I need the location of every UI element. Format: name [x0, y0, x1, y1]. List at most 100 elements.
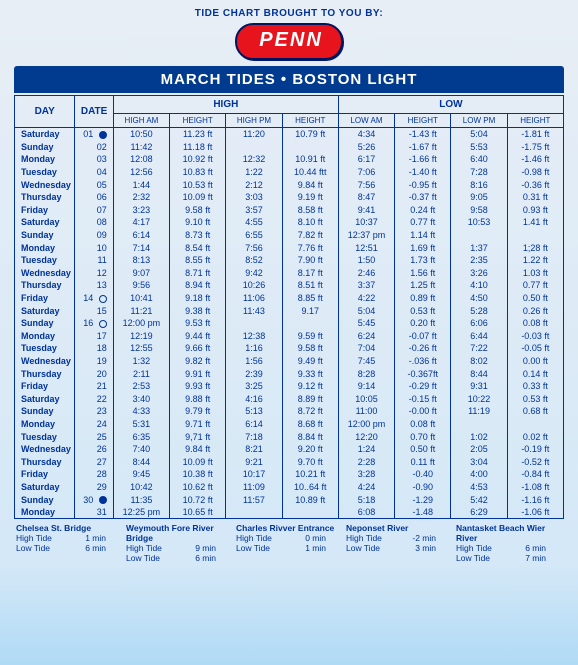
cell-low-pm: 9:58 [451, 204, 507, 217]
table-row: Friday28 9:4510.38 ft10:1710.21 ft3:28-0… [15, 468, 564, 481]
table-row: Wednesday19 1:329.82 ft1:569.49 ft7:45-.… [15, 355, 564, 368]
cell-low-am: 2:46 [338, 267, 394, 280]
cell-date: 04 [75, 166, 113, 179]
moon-full-icon [99, 496, 107, 504]
table-row: Thursday13 9:568.94 ft10:268.51 ft3:371.… [15, 279, 564, 292]
table-row: Thursday20 2:119.91 ft2:399.33 ft8:28-0.… [15, 367, 564, 380]
cell-day: Sunday [15, 405, 75, 418]
cell-low-pm [451, 418, 507, 431]
cell-low-pm: 6:44 [451, 330, 507, 343]
cell-high-am: 12:00 pm [113, 317, 169, 330]
low-tide-value: 6 min [195, 553, 216, 563]
header-low: LOW [338, 96, 563, 114]
brought-by-text: TIDE CHART BROUGHT TO YOU BY: [14, 8, 564, 19]
cell-high-pm: 4:16 [226, 392, 282, 405]
cell-high-am: 11:35 [113, 493, 169, 506]
footer-location: Chelsea St. BridgeHigh Tide1 minLow Tide… [14, 523, 124, 563]
cell-h1: 9.44 ft [170, 330, 226, 343]
cell-day: Monday [15, 418, 75, 431]
table-row: Tuesday04 12:5610.83 ft1:2210.44 ftt7:06… [15, 166, 564, 179]
cell-date: 25 [75, 430, 113, 443]
low-tide-value: 6 min [85, 543, 106, 553]
cell-day: Monday [15, 153, 75, 166]
cell-h4: 0.02 ft [507, 430, 563, 443]
cell-h2 [282, 141, 338, 154]
table-row: Thursday06 2:3210.09 ft3:039.19 ft8:47-0… [15, 191, 564, 204]
table-row: Tuesday25 6:359,71 ft7:188.84 ft12:200.7… [15, 430, 564, 443]
cell-high-pm: 4:55 [226, 216, 282, 229]
cell-low-pm: 8:02 [451, 355, 507, 368]
cell-h3: -0.26 ft [395, 342, 451, 355]
cell-day: Saturday [15, 392, 75, 405]
sponsor-logo: PENN [14, 23, 564, 60]
table-row: Sunday16 12:00 pm9.53 ft5:450.20 ft6:060… [15, 317, 564, 330]
cell-low-am: 10:37 [338, 216, 394, 229]
cell-h4: 1.03 ft [507, 267, 563, 280]
cell-h1: 11.23 ft [170, 128, 226, 141]
header-low-pm: LOW PM [451, 114, 507, 128]
cell-high-pm [226, 317, 282, 330]
cell-h2: 9.59 ft [282, 330, 338, 343]
cell-h2: 9.19 ft [282, 191, 338, 204]
cell-low-pm: 10:53 [451, 216, 507, 229]
cell-h4: -1.06 ft [507, 506, 563, 519]
table-row: Wednesday12 9:078.71 ft9:428.17 ft2:461.… [15, 267, 564, 280]
cell-h2: 7.90 ft [282, 254, 338, 267]
cell-h2: 8.10 ft [282, 216, 338, 229]
cell-low-am: 12:00 pm [338, 418, 394, 431]
cell-h4: 0.77 ft [507, 279, 563, 292]
cell-high-pm [226, 141, 282, 154]
header-high: HIGH [113, 96, 338, 114]
cell-high-pm: 1:56 [226, 355, 282, 368]
cell-h1: 9.91 ft [170, 367, 226, 380]
cell-low-am: 4:34 [338, 128, 394, 141]
cell-h1: 10.09 ft [170, 455, 226, 468]
footer-location: Charles Rivver EntranceHigh Tide0 minLow… [234, 523, 344, 563]
cell-h1: 8.55 ft [170, 254, 226, 267]
cell-low-pm: 10:22 [451, 392, 507, 405]
cell-low-am: 1:24 [338, 443, 394, 456]
cell-low-am: 12:20 [338, 430, 394, 443]
cell-h1: 10.53 ft [170, 178, 226, 191]
cell-h1: 9.88 ft [170, 392, 226, 405]
location-name: Weymouth Fore River Bridge [126, 523, 232, 543]
cell-h3: -0.37 ft [395, 191, 451, 204]
cell-h1: 8.71 ft [170, 267, 226, 280]
cell-h3: -0.90 [395, 481, 451, 494]
cell-h1: 9.71 ft [170, 418, 226, 431]
cell-h4: 0.00 ft [507, 355, 563, 368]
cell-high-am: 12:55 [113, 342, 169, 355]
cell-h3: 0.50 ft [395, 443, 451, 456]
cell-day: Thursday [15, 455, 75, 468]
cell-h1: 10.72 ft [170, 493, 226, 506]
cell-low-am: 10:05 [338, 392, 394, 405]
cell-date: 11 [75, 254, 113, 267]
cell-day: Tuesday [15, 166, 75, 179]
cell-date: 08 [75, 216, 113, 229]
cell-h3: 1.73 ft [395, 254, 451, 267]
cell-low-pm: 5:04 [451, 128, 507, 141]
cell-h4: 1;28 ft [507, 241, 563, 254]
cell-day: Sunday [15, 141, 75, 154]
cell-date: 31 [75, 506, 113, 519]
cell-day: Saturday [15, 481, 75, 494]
cell-low-pm: 4:50 [451, 292, 507, 305]
high-tide-label: High Tide [346, 533, 382, 543]
cell-low-am: 12:37 pm [338, 229, 394, 242]
high-tide-label: High Tide [456, 543, 492, 553]
cell-h1: 9.84 ft [170, 443, 226, 456]
cell-day: Saturday [15, 304, 75, 317]
cell-high-pm: 10:26 [226, 279, 282, 292]
cell-h3: 0.08 ft [395, 418, 451, 431]
cell-low-am: 11:00 [338, 405, 394, 418]
cell-high-am: 7:40 [113, 443, 169, 456]
cell-low-am: 2:28 [338, 455, 394, 468]
table-row: Monday03 12:0810.92 ft12:3210.91 ft6:17-… [15, 153, 564, 166]
cell-high-am: 5:31 [113, 418, 169, 431]
cell-high-am: 1:44 [113, 178, 169, 191]
table-row: Sunday30 11:3510.72 ft11:5710.89 ft5:18-… [15, 493, 564, 506]
location-name: Nantasket Beach Wier River [456, 523, 562, 543]
cell-day: Wednesday [15, 443, 75, 456]
cell-h1: 10.62 ft [170, 481, 226, 494]
cell-low-am: 4:22 [338, 292, 394, 305]
